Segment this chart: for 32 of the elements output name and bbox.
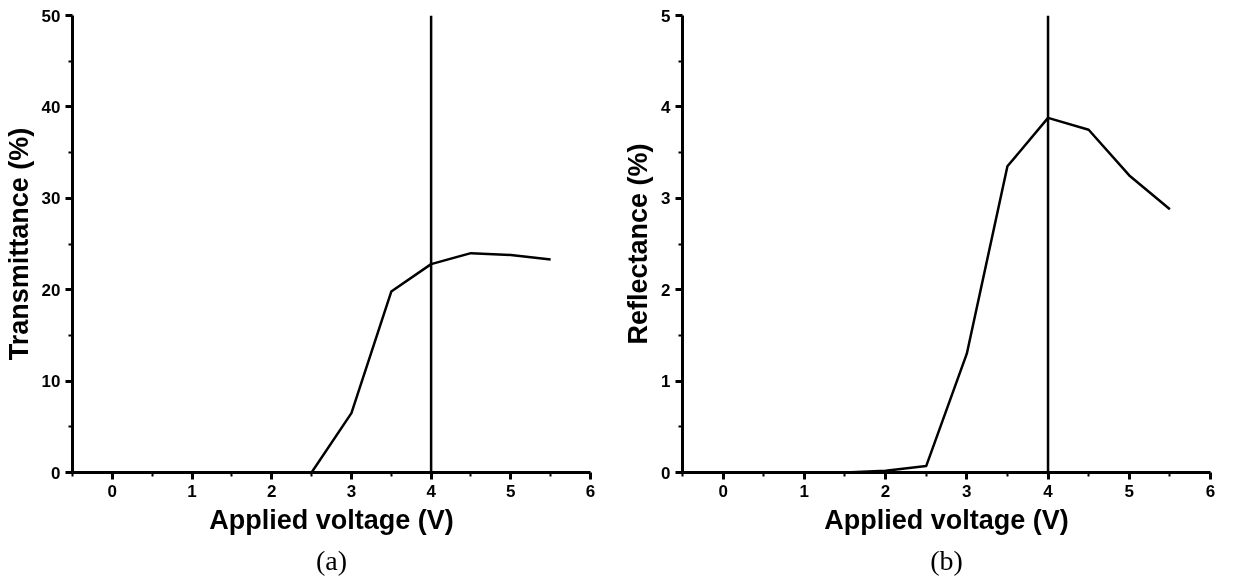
y-tick-label: 10	[41, 372, 61, 392]
x-tick-label: 3	[962, 481, 972, 501]
y-tick-label: 2	[661, 280, 671, 300]
x-tick-label: 1	[799, 481, 810, 501]
y-axis-title: Transmittance (%)	[3, 127, 34, 361]
x-tick-label: 0	[718, 481, 728, 501]
text: (a)	[315, 544, 348, 576]
y-tick-label: 40	[41, 97, 61, 117]
x-tick-label: 6	[585, 481, 596, 501]
x-tick-label: 3	[346, 481, 357, 501]
y-tick-label: 50	[41, 6, 61, 26]
y-tick-label: 1	[661, 372, 671, 392]
x-tick-label: 4	[426, 481, 437, 501]
x-tick-label: 6	[1205, 481, 1216, 501]
x-tick-label: 0	[107, 481, 118, 501]
text: (b)	[930, 544, 963, 576]
x-tick-label: 5	[1124, 481, 1135, 501]
y-tick-label: 3	[661, 189, 671, 209]
x-tick-label: 2	[267, 481, 277, 501]
x-axis-title: Applied voltage (V)	[824, 504, 1069, 535]
x-tick-label: 5	[506, 481, 516, 501]
y-tick-label: 4	[661, 97, 672, 117]
y-tick-label: 30	[41, 189, 61, 209]
x-tick-label: 4	[1043, 481, 1054, 501]
y-axis-title: Reflectance (%)	[623, 143, 654, 345]
y-tick-label: 5	[661, 6, 671, 26]
y-tick-label: 0	[661, 463, 671, 483]
y-tick-label: 20	[41, 280, 61, 300]
x-axis-title: Applied voltage (V)	[209, 504, 454, 535]
y-tick-label: 0	[51, 463, 61, 483]
x-tick-label: 1	[187, 481, 197, 501]
x-tick-label: 2	[880, 481, 891, 501]
